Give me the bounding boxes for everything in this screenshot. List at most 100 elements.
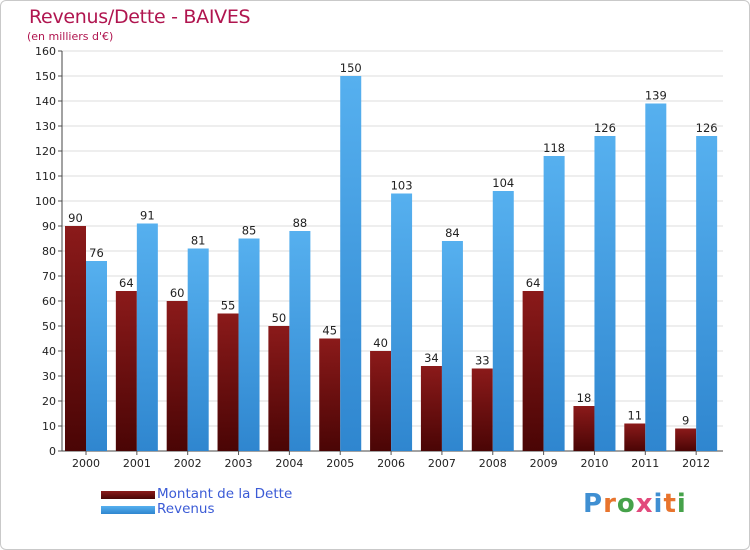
x-tick-label: 2006 [377, 457, 405, 470]
x-tick-label: 2003 [225, 457, 253, 470]
y-tick-label: 100 [35, 195, 56, 208]
bar-revenus-2000 [86, 261, 107, 451]
y-tick-label: 130 [35, 120, 56, 133]
value-label-dette: 18 [577, 391, 592, 405]
value-label-revenus: 150 [340, 61, 362, 75]
legend-swatch-dette [101, 491, 155, 499]
value-label-revenus: 139 [645, 89, 667, 103]
logo-letter: r [603, 489, 617, 519]
y-tick-label: 70 [42, 270, 56, 283]
value-label-dette: 11 [627, 409, 642, 423]
bars [65, 76, 718, 451]
value-label-dette: 90 [68, 211, 83, 225]
value-label-dette: 9 [682, 414, 689, 428]
y-tick-label: 160 [35, 45, 56, 58]
value-label-dette: 45 [322, 324, 337, 338]
bar-dette-2006 [370, 351, 392, 451]
y-tick-label: 0 [49, 445, 56, 458]
value-label-dette: 55 [221, 299, 236, 313]
x-tick-label: 2009 [530, 457, 558, 470]
logo-letter: i [676, 489, 687, 519]
legend-label-revenus: Revenus [157, 501, 215, 517]
value-label-dette: 50 [272, 311, 287, 325]
y-tick-label: 140 [35, 95, 56, 108]
x-tick-label: 2002 [174, 457, 202, 470]
bar-revenus-2005 [340, 76, 362, 451]
value-label-revenus: 104 [492, 176, 514, 190]
value-label-revenus: 76 [89, 246, 104, 260]
y-tick-label: 120 [35, 145, 56, 158]
value-label-revenus: 118 [543, 141, 565, 155]
bar-dette-2007 [420, 366, 442, 451]
logo-letter: P [583, 489, 604, 519]
x-tick-label: 2000 [72, 457, 100, 470]
value-label-dette: 33 [475, 354, 490, 368]
bar-dette-2000 [65, 226, 86, 451]
bar-dette-2008 [471, 368, 493, 451]
y-tick-label: 80 [42, 245, 56, 258]
value-label-revenus: 126 [696, 121, 718, 135]
bar-dette-2012 [675, 428, 697, 451]
x-tick-label: 2011 [631, 457, 659, 470]
value-label-revenus: 91 [140, 209, 155, 223]
y-tick-label: 110 [35, 170, 56, 183]
bar-dette-2001 [115, 291, 137, 451]
value-label-revenus: 103 [391, 179, 413, 193]
x-tick-label: 2010 [580, 457, 608, 470]
bar-dette-2011 [624, 423, 646, 451]
bar-revenus-2009 [543, 156, 565, 451]
x-tick-label: 2007 [428, 457, 456, 470]
legend-label-dette: Montant de la Dette [157, 486, 293, 502]
legend-swatch-revenus [101, 506, 155, 514]
chart-subtitle: (en milliers d'€) [27, 30, 114, 43]
value-label-revenus: 126 [594, 121, 616, 135]
bar-dette-2002 [166, 301, 188, 451]
y-tick-label: 30 [42, 370, 56, 383]
bar-dette-2005 [319, 338, 341, 451]
logo-letter: i [653, 489, 664, 519]
x-tick-label: 2004 [275, 457, 303, 470]
value-label-revenus: 85 [242, 224, 257, 238]
logo-letter: t [663, 489, 677, 519]
logo-letter: o [616, 489, 636, 519]
y-tick-label: 90 [42, 220, 56, 233]
y-tick-label: 10 [42, 420, 56, 433]
bar-revenus-2007 [441, 241, 463, 451]
axes: 0 10 20 30 40 50 60 70 80 90 100 110 120 130 140 150 160… [35, 45, 723, 470]
x-tick-label: 2005 [326, 457, 354, 470]
y-tick-label: 20 [42, 395, 56, 408]
y-tick-label: 50 [42, 320, 56, 333]
bar-revenus-2010 [594, 136, 616, 451]
bar-revenus-2008 [492, 191, 514, 451]
proxiti-logo: Proxiti [583, 489, 687, 519]
bar-revenus-2002 [187, 248, 209, 451]
value-label-dette: 64 [119, 276, 134, 290]
value-labels: 90 76 64 91 60 81 55 85 50 88 45 150 40 103 34 84 33 104 6… [68, 61, 717, 428]
bar-dette-2004 [268, 326, 290, 451]
value-label-dette: 34 [424, 351, 439, 365]
value-label-dette: 40 [373, 336, 388, 350]
logo-letter: x [635, 489, 654, 519]
y-tick-label: 150 [35, 70, 56, 83]
y-tick-label: 40 [42, 345, 56, 358]
bar-revenus-2003 [238, 238, 260, 451]
value-label-revenus: 88 [293, 216, 308, 230]
bar-revenus-2011 [645, 103, 667, 451]
bar-dette-2003 [217, 313, 239, 451]
bar-revenus-2004 [289, 231, 311, 451]
x-tick-label: 2008 [479, 457, 507, 470]
bar-revenus-2006 [391, 193, 413, 451]
value-label-dette: 60 [170, 286, 185, 300]
value-label-dette: 64 [526, 276, 541, 290]
value-label-revenus: 84 [445, 226, 460, 240]
value-label-revenus: 81 [191, 234, 206, 248]
x-tick-label: 2001 [123, 457, 151, 470]
chart-title: Revenus/Dette - BAIVES [29, 6, 251, 28]
x-tick-label: 2012 [682, 457, 710, 470]
y-tick-label: 60 [42, 295, 56, 308]
bar-dette-2009 [522, 291, 544, 451]
bar-revenus-2001 [136, 223, 158, 451]
bar-revenus-2012 [696, 136, 718, 451]
